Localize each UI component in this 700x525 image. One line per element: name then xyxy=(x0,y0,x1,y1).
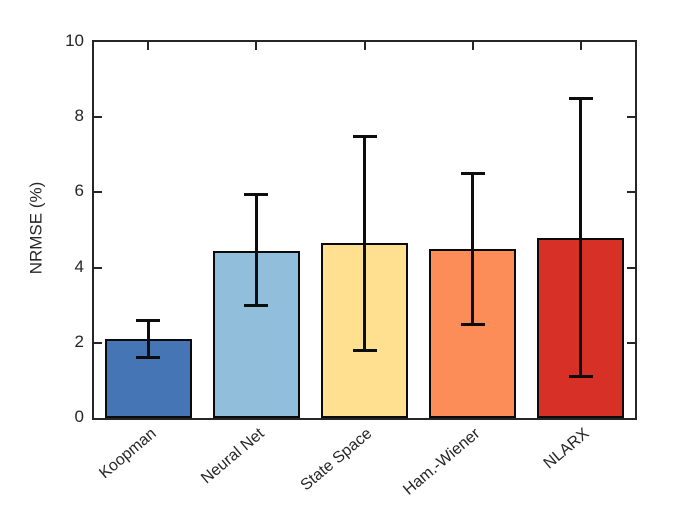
x-tick-top xyxy=(364,42,366,50)
error-bar-line-nlarx xyxy=(579,98,582,376)
y-tick-right xyxy=(627,342,635,344)
error-bar-cap-top-koopman xyxy=(136,319,160,322)
error-bar-cap-top-state-space xyxy=(353,135,377,138)
y-tick-label-2: 2 xyxy=(74,332,84,351)
plot-area xyxy=(92,40,637,420)
bar-ham-wiener xyxy=(429,249,516,418)
x-tick-label-koopman: Koopman xyxy=(95,425,160,483)
y-tick-label-6: 6 xyxy=(74,181,84,200)
error-bar-cap-bottom-ham-wiener xyxy=(461,323,485,326)
error-bar-line-ham-wiener xyxy=(471,174,474,324)
y-tick-right xyxy=(627,191,635,193)
error-bar-cap-bottom-koopman xyxy=(136,356,160,359)
y-tick-label-4: 4 xyxy=(74,257,84,276)
y-tick-left xyxy=(94,191,102,193)
y-tick-left xyxy=(94,267,102,269)
error-bar-cap-bottom-neural-net xyxy=(244,304,268,307)
y-tick-label-0: 0 xyxy=(74,407,84,426)
y-tick-label-8: 8 xyxy=(74,106,84,125)
y-tick-right xyxy=(627,267,635,269)
x-tick-top xyxy=(255,42,257,50)
x-tick-label-state-space: State Space xyxy=(297,425,376,495)
x-tick-label-ham-wiener: Ham.-Wiener xyxy=(400,425,484,499)
y-tick-left xyxy=(94,116,102,118)
x-tick-top xyxy=(580,42,582,50)
y-tick-right xyxy=(627,116,635,118)
error-bar-line-neural-net xyxy=(255,194,258,305)
error-bar-line-koopman xyxy=(147,320,150,358)
y-tick-left xyxy=(94,342,102,344)
y-tick-label-10: 10 xyxy=(65,31,84,50)
error-bar-cap-bottom-nlarx xyxy=(569,375,593,378)
x-tick-label-nlarx: NLARX xyxy=(540,425,593,473)
x-tick-top xyxy=(147,42,149,50)
error-bar-cap-bottom-state-space xyxy=(353,349,377,352)
x-tick-top xyxy=(472,42,474,50)
x-tick-label-neural-net: Neural Net xyxy=(197,425,268,488)
error-bar-cap-top-ham-wiener xyxy=(461,172,485,175)
error-bar-cap-top-nlarx xyxy=(569,97,593,100)
error-bar-cap-top-neural-net xyxy=(244,193,268,196)
error-bar-line-state-space xyxy=(363,136,366,350)
